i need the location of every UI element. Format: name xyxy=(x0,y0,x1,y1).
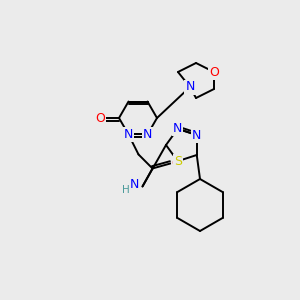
Text: O: O xyxy=(95,112,105,124)
Text: O: O xyxy=(172,157,182,170)
Text: H: H xyxy=(122,185,129,196)
Text: N: N xyxy=(124,128,133,141)
Text: N: N xyxy=(173,122,182,135)
Text: N: N xyxy=(130,178,139,191)
Text: O: O xyxy=(209,65,219,79)
Text: S: S xyxy=(174,155,182,168)
Text: N: N xyxy=(143,128,152,141)
Text: N: N xyxy=(185,80,195,94)
Text: N: N xyxy=(192,128,201,142)
